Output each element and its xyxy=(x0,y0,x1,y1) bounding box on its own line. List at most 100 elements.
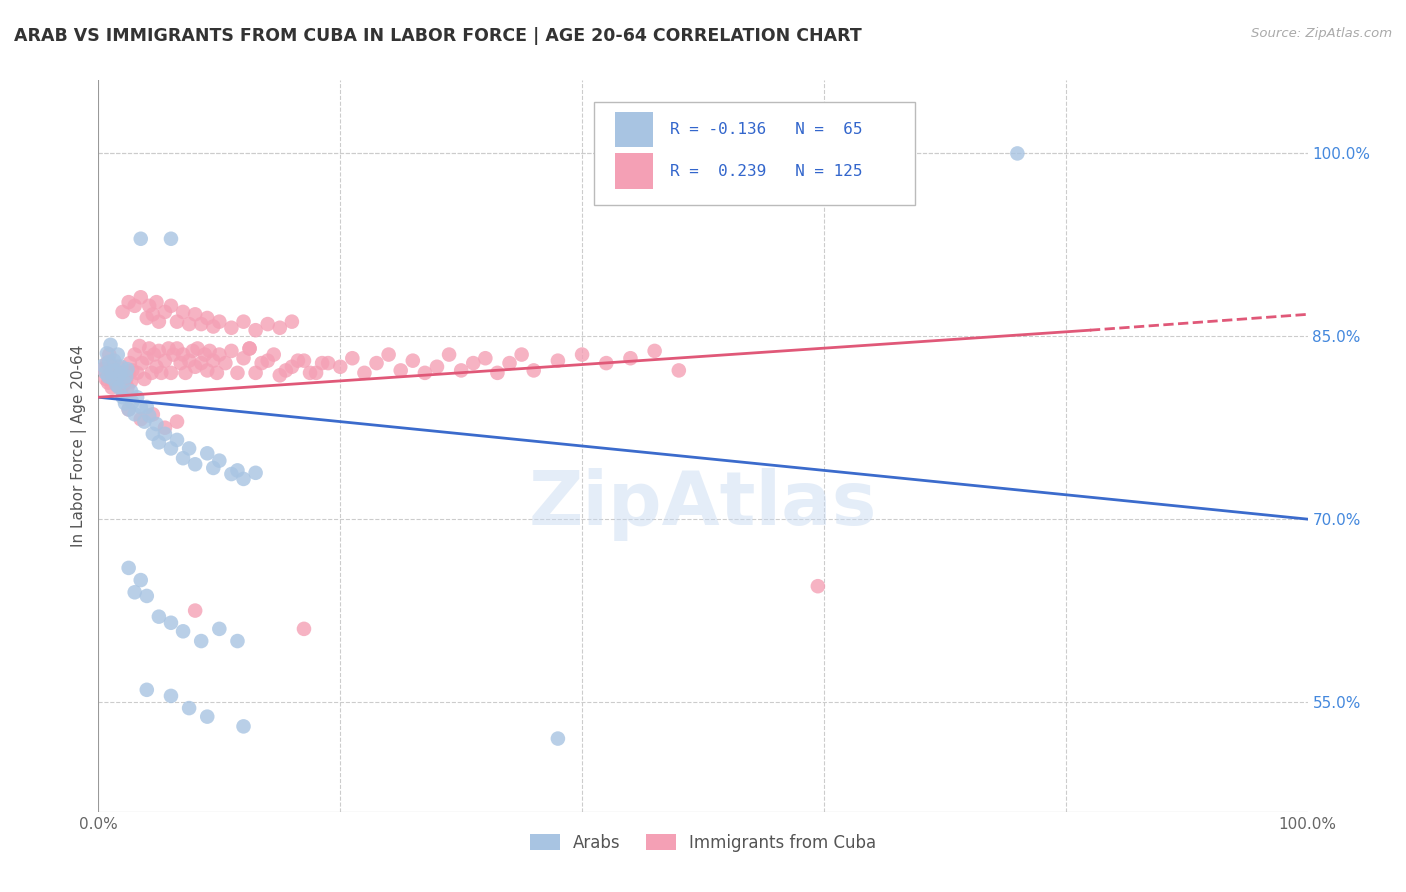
Point xyxy=(166,342,188,356)
Point xyxy=(160,689,183,703)
Point xyxy=(100,380,122,394)
Point xyxy=(105,378,128,392)
FancyBboxPatch shape xyxy=(595,103,915,204)
Point xyxy=(131,356,153,370)
Point xyxy=(450,363,472,377)
Point xyxy=(498,356,520,370)
Point xyxy=(353,366,375,380)
Point xyxy=(426,359,449,374)
Point xyxy=(162,348,184,362)
Point xyxy=(115,369,138,384)
Point xyxy=(245,366,267,380)
Point xyxy=(274,363,297,377)
Point xyxy=(366,356,388,370)
Point xyxy=(135,400,157,414)
Point xyxy=(311,356,333,370)
Point xyxy=(100,365,122,379)
Point xyxy=(142,307,165,321)
Point xyxy=(153,421,176,435)
Point xyxy=(232,351,254,366)
Point xyxy=(96,356,118,370)
Point xyxy=(153,353,176,368)
Point xyxy=(96,346,118,360)
Point xyxy=(263,348,285,362)
Point xyxy=(145,417,167,431)
Point xyxy=(98,355,121,369)
Point xyxy=(101,372,124,386)
Point xyxy=(120,375,142,389)
Point xyxy=(187,342,209,356)
Point xyxy=(195,709,218,723)
Point xyxy=(103,353,125,368)
Point xyxy=(157,342,180,356)
Point xyxy=(226,366,249,380)
Point xyxy=(135,351,157,366)
Point xyxy=(571,348,593,362)
Point xyxy=(153,426,176,441)
Point xyxy=(195,446,218,460)
Point xyxy=(184,359,207,374)
Bar xyxy=(614,112,654,147)
Point xyxy=(232,472,254,486)
Point xyxy=(115,372,138,386)
Point xyxy=(389,363,412,377)
Point xyxy=(198,343,221,358)
Point xyxy=(160,442,183,456)
Point xyxy=(226,634,249,648)
Point xyxy=(807,579,830,593)
Point xyxy=(184,307,207,321)
Point xyxy=(148,343,170,358)
Point xyxy=(172,348,194,362)
Point xyxy=(111,390,134,404)
Point xyxy=(108,376,131,390)
Point xyxy=(100,366,122,380)
Point xyxy=(118,356,141,370)
Point xyxy=(129,400,152,414)
Point xyxy=(214,356,236,370)
Point xyxy=(138,409,160,423)
Point xyxy=(107,348,129,362)
Point xyxy=(104,363,127,377)
Point xyxy=(129,573,152,587)
Point xyxy=(108,380,131,394)
Point xyxy=(269,368,291,383)
Point xyxy=(160,299,183,313)
Point xyxy=(329,359,352,374)
Point xyxy=(121,363,143,377)
Point xyxy=(402,353,425,368)
Point xyxy=(112,375,135,389)
Point xyxy=(208,315,231,329)
Point xyxy=(138,342,160,356)
Point xyxy=(94,372,117,386)
Point xyxy=(148,435,170,450)
Point xyxy=(523,363,546,377)
Point xyxy=(510,348,533,362)
Point xyxy=(202,461,225,475)
Point xyxy=(160,366,183,380)
Point xyxy=(134,415,156,429)
Point xyxy=(172,624,194,639)
Point xyxy=(190,317,212,331)
Point xyxy=(107,359,129,374)
Point xyxy=(221,343,243,358)
Point xyxy=(194,348,217,362)
Point xyxy=(142,407,165,421)
Point xyxy=(226,463,249,477)
Point xyxy=(292,622,315,636)
Point xyxy=(129,232,152,246)
Point xyxy=(281,315,304,329)
Point xyxy=(377,348,399,362)
Point xyxy=(169,356,191,370)
Point xyxy=(184,604,207,618)
Text: Source: ZipAtlas.com: Source: ZipAtlas.com xyxy=(1251,27,1392,40)
Point xyxy=(91,359,114,373)
Point xyxy=(145,359,167,374)
Point xyxy=(138,299,160,313)
Point xyxy=(104,368,127,383)
Point xyxy=(160,232,183,246)
Point xyxy=(94,366,117,380)
Point xyxy=(101,359,124,374)
Point xyxy=(114,396,136,410)
Point xyxy=(256,317,278,331)
Point xyxy=(195,311,218,326)
